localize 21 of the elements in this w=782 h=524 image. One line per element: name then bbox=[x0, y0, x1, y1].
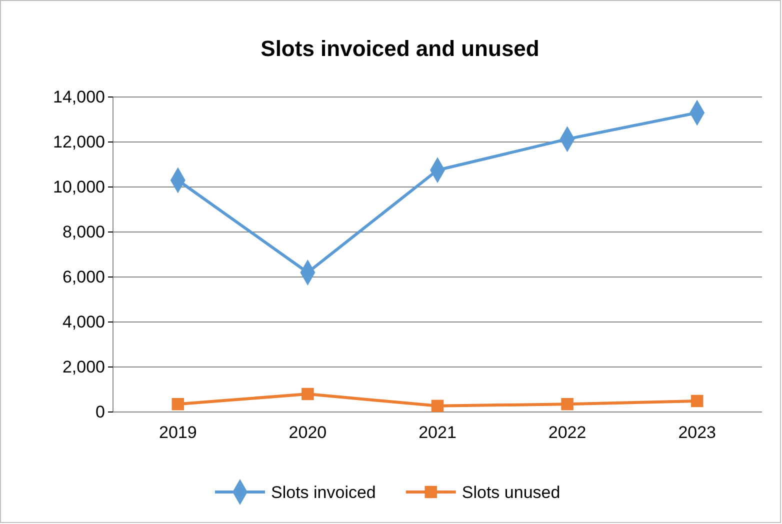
x-tick-label: 2021 bbox=[418, 423, 456, 442]
y-tick-label: 14,000 bbox=[53, 87, 105, 106]
x-tick-label: 2023 bbox=[678, 423, 716, 442]
y-tick-label: 2,000 bbox=[62, 357, 105, 376]
point bbox=[172, 398, 184, 410]
point bbox=[690, 394, 704, 408]
y-tick-label: 8,000 bbox=[62, 222, 105, 242]
legend-label: Slots unused bbox=[462, 483, 560, 502]
point bbox=[302, 388, 314, 400]
x-tick-label: 2022 bbox=[548, 423, 586, 442]
y-tick-label: 0 bbox=[96, 402, 105, 422]
point bbox=[431, 400, 444, 412]
legend-label: Slots invoiced bbox=[271, 483, 376, 502]
y-tick-label: 4,000 bbox=[62, 312, 105, 332]
y-tick-label: 12,000 bbox=[53, 132, 105, 152]
x-tick-label: 2019 bbox=[158, 423, 197, 442]
y-tick-label: 6,000 bbox=[62, 267, 105, 286]
chart-title: Slots invoiced and unused bbox=[260, 36, 540, 61]
point bbox=[561, 398, 574, 410]
y-tick-label: 10,000 bbox=[53, 177, 105, 196]
x-tick-label: 2020 bbox=[288, 423, 327, 442]
